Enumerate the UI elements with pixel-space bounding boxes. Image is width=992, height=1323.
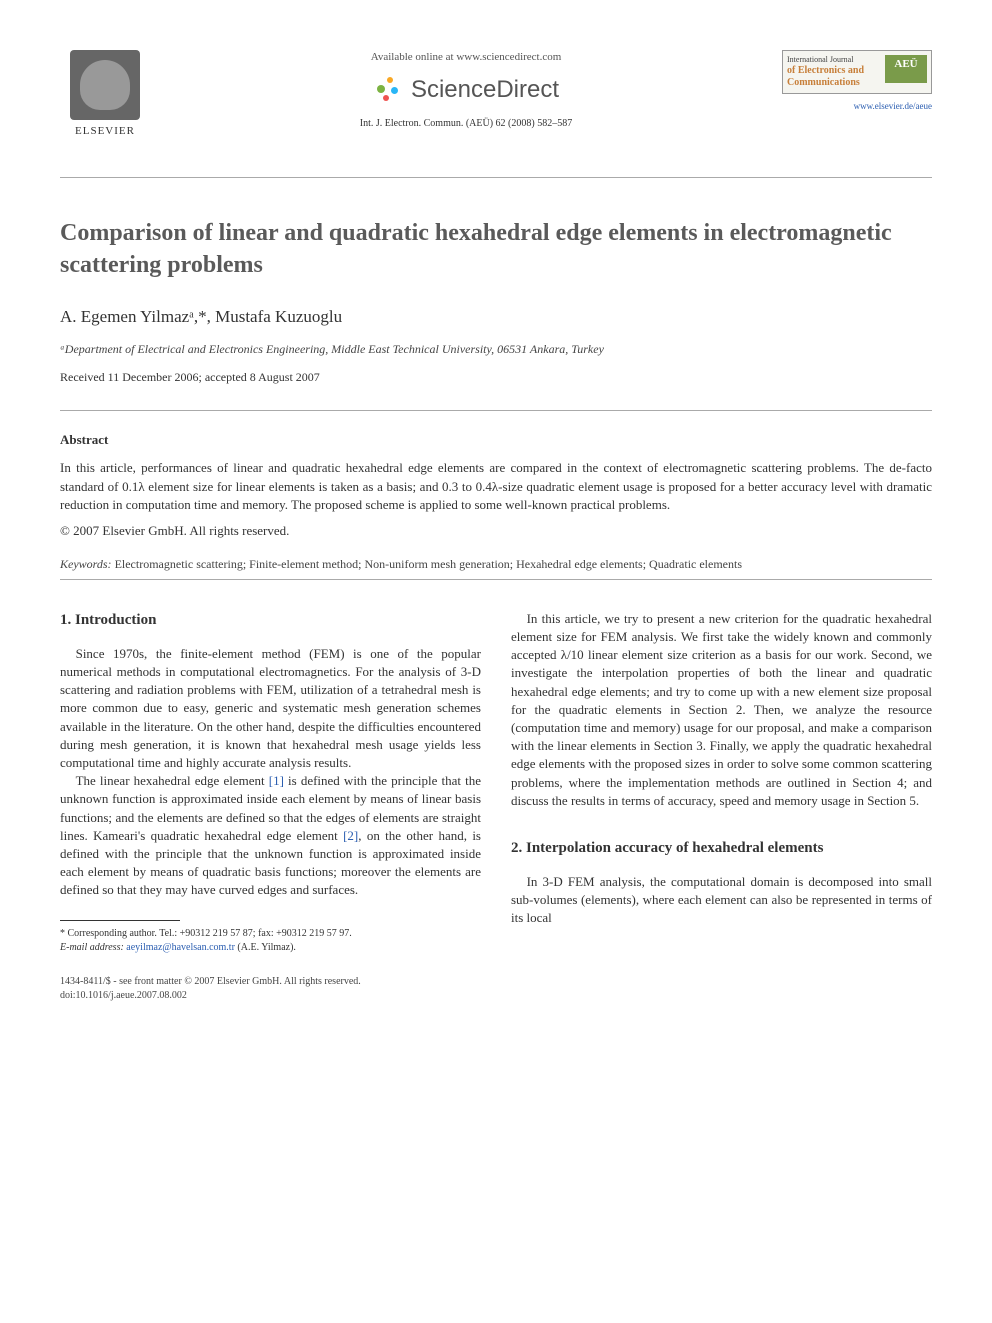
footnote-email-suffix: (A.E. Yilmaz).	[237, 942, 296, 953]
footnote-corr: * Corresponding author. Tel.: +90312 219…	[60, 927, 481, 941]
aeu-box: AEÜ International Journal of Electronics…	[782, 50, 932, 94]
section-1-heading: 1. Introduction	[60, 610, 481, 631]
received-accepted-dates: Received 11 December 2006; accepted 8 Au…	[60, 369, 932, 386]
section-2-heading: 2. Interpolation accuracy of hexahedral …	[511, 838, 932, 859]
intro-para-1: Since 1970s, the finite-element method (…	[60, 645, 481, 772]
abstract-top-divider	[60, 410, 932, 411]
abstract-text: In this article, performances of linear …	[60, 459, 932, 514]
ref-link-1[interactable]: [1]	[269, 773, 284, 788]
abstract-bottom-divider	[60, 579, 932, 580]
abstract-copyright: © 2007 Elsevier GmbH. All rights reserve…	[60, 522, 932, 540]
aeu-logo-block: AEÜ International Journal of Electronics…	[782, 50, 932, 112]
article-title: Comparison of linear and quadratic hexah…	[60, 218, 932, 280]
elsevier-tree-icon	[70, 50, 140, 120]
affiliation: ᵃDepartment of Electrical and Electronic…	[60, 341, 932, 358]
right-column: In this article, we try to present a new…	[511, 610, 932, 955]
footnote-email-link[interactable]: aeyilmaz@havelsan.com.tr	[126, 942, 235, 953]
left-column: 1. Introduction Since 1970s, the finite-…	[60, 610, 481, 955]
sciencedirect-logo: ScienceDirect	[170, 73, 762, 107]
header-row: ELSEVIER Available online at www.science…	[60, 50, 932, 147]
body-columns: 1. Introduction Since 1970s, the finite-…	[60, 610, 932, 955]
keywords-label: Keywords:	[60, 557, 112, 571]
bottom-meta: 1434-8411/$ - see front matter © 2007 El…	[60, 975, 932, 1003]
center-header: Available online at www.sciencedirect.co…	[150, 50, 782, 131]
keywords-line: Keywords: Electromagnetic scattering; Fi…	[60, 556, 932, 573]
issn-line: 1434-8411/$ - see front matter © 2007 El…	[60, 975, 932, 989]
sec2-para-1: In 3-D FEM analysis, the computational d…	[511, 873, 932, 928]
footnote-email-line: E-mail address: aeyilmaz@havelsan.com.tr…	[60, 941, 481, 955]
keywords-text: Electromagnetic scattering; Finite-eleme…	[115, 557, 742, 571]
aeu-badge-icon: AEÜ	[885, 55, 927, 83]
authors: A. Egemen Yilmazᵃ,*, Mustafa Kuzuoglu	[60, 305, 932, 329]
sciencedirect-text: ScienceDirect	[411, 73, 559, 107]
header-divider	[60, 177, 932, 178]
available-online-text: Available online at www.sciencedirect.co…	[170, 50, 762, 65]
elsevier-label: ELSEVIER	[75, 124, 135, 139]
elsevier-logo: ELSEVIER	[60, 50, 150, 139]
footnote-email-label: E-mail address:	[60, 942, 124, 953]
abstract-heading: Abstract	[60, 431, 932, 449]
aeu-url-link[interactable]: www.elsevier.de/aeue	[782, 100, 932, 113]
sciencedirect-icon	[373, 75, 403, 105]
intro-para-3: In this article, we try to present a new…	[511, 610, 932, 810]
corresponding-author-footnote: * Corresponding author. Tel.: +90312 219…	[60, 927, 481, 955]
footnote-divider	[60, 920, 180, 921]
doi-line: doi:10.1016/j.aeue.2007.08.002	[60, 989, 932, 1003]
intro-para-2: The linear hexahedral edge element [1] i…	[60, 772, 481, 899]
intro-p2-a: The linear hexahedral edge element	[76, 773, 269, 788]
ref-link-2[interactable]: [2]	[343, 828, 358, 843]
journal-reference: Int. J. Electron. Commun. (AEÜ) 62 (2008…	[170, 117, 762, 131]
